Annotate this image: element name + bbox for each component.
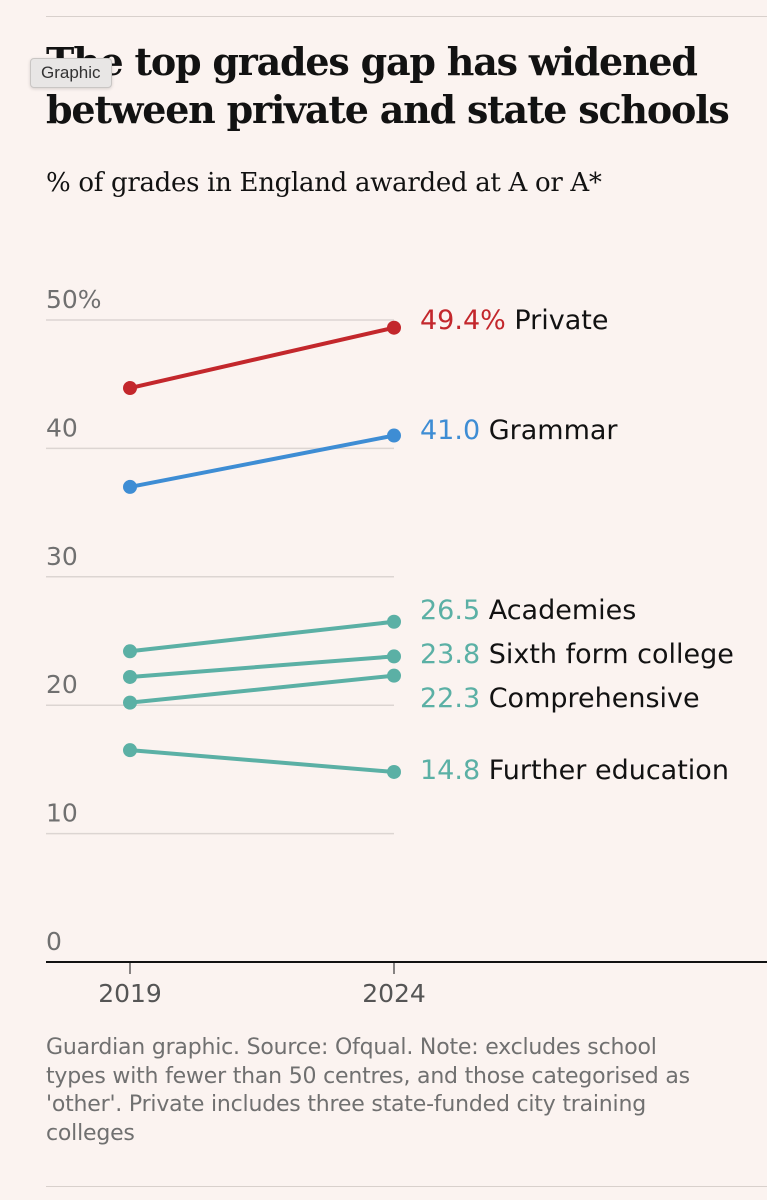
series-name: Sixth form college bbox=[480, 639, 734, 670]
y-tick-label: 30 bbox=[46, 542, 78, 571]
data-point bbox=[387, 428, 401, 443]
data-point bbox=[123, 695, 137, 710]
y-tick-label: 50% bbox=[46, 285, 102, 314]
data-point bbox=[387, 320, 401, 335]
series-name: Academies bbox=[480, 595, 636, 626]
top-divider bbox=[46, 16, 767, 17]
y-tick-label: 40 bbox=[46, 413, 78, 442]
data-point bbox=[123, 743, 137, 758]
data-label: 14.8 bbox=[420, 755, 480, 786]
series-end-label: 49.4% Private bbox=[420, 305, 609, 336]
data-point bbox=[387, 764, 401, 779]
data-point bbox=[123, 644, 137, 659]
series-name: Comprehensive bbox=[480, 683, 700, 714]
data-point bbox=[123, 669, 137, 684]
data-label: 49.4% bbox=[420, 305, 506, 336]
y-tick-label: 20 bbox=[46, 670, 78, 699]
series-end-label: 26.5 Academies bbox=[420, 595, 636, 626]
line-chart: 0 10 20 30 40 50% 2019 2024 49.4% Private 41.0 Gr… bbox=[46, 285, 767, 1008]
series-name: Private bbox=[506, 305, 609, 336]
x-tick-label: 2019 bbox=[98, 979, 162, 1008]
x-tick-label: 2024 bbox=[362, 979, 426, 1008]
graphic-tooltip: Graphic bbox=[30, 58, 112, 88]
series-line-comprehensive bbox=[128, 673, 396, 705]
bottom-divider bbox=[46, 1186, 767, 1187]
data-label: 41.0 bbox=[420, 415, 480, 446]
series-line-private bbox=[128, 325, 396, 391]
series-line-sixth-form-college bbox=[128, 654, 396, 679]
data-label: 22.3 bbox=[420, 683, 480, 714]
data-point bbox=[387, 668, 401, 683]
data-point bbox=[123, 381, 137, 396]
data-label: 23.8 bbox=[420, 639, 480, 670]
chart-subtitle: % of grades in England awarded at A or A… bbox=[46, 168, 602, 198]
data-point bbox=[387, 614, 401, 629]
series-line-further-education bbox=[128, 748, 396, 774]
data-label: 26.5 bbox=[420, 595, 480, 626]
series-end-label: 41.0 Grammar bbox=[420, 415, 618, 446]
chart-title: The top grades gap has widened between p… bbox=[46, 39, 730, 132]
series-line-grammar bbox=[128, 433, 396, 489]
series-end-label: 23.8 Sixth form college bbox=[420, 639, 734, 670]
series-end-label: 22.3 Comprehensive bbox=[420, 683, 700, 714]
y-tick-label: 0 bbox=[46, 927, 62, 956]
data-point bbox=[387, 649, 401, 664]
series-name: Further education bbox=[480, 755, 729, 786]
source-note: Guardian graphic. Source: Ofqual. Note: … bbox=[46, 1035, 690, 1146]
series-name: Grammar bbox=[480, 415, 618, 446]
y-tick-label: 10 bbox=[46, 799, 78, 828]
series-end-label: 14.8 Further education bbox=[420, 755, 729, 786]
series-line-academies bbox=[128, 619, 396, 654]
data-point bbox=[123, 479, 137, 494]
